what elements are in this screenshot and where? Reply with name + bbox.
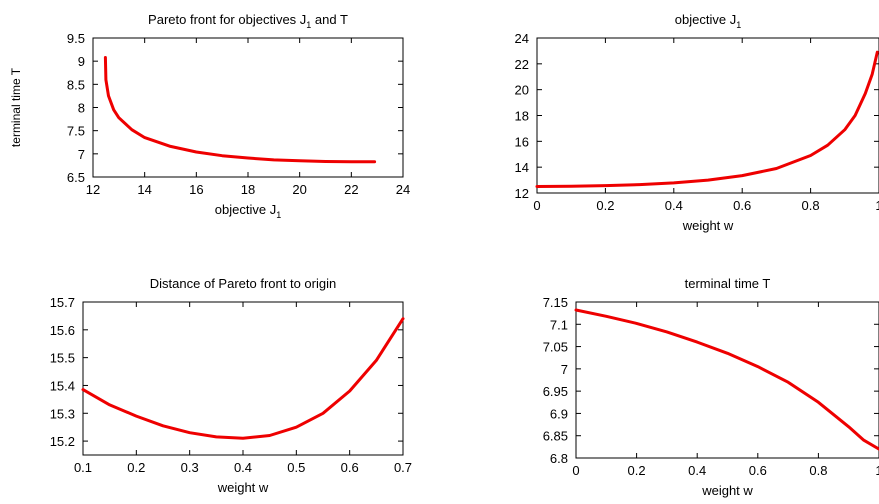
x-tick-label: 18 (241, 182, 255, 197)
y-tick-label: 9 (78, 54, 85, 69)
x-tick-label: 0.2 (628, 463, 646, 478)
chart-pareto: Pareto front for objectives J1 and T12 14… (9, 12, 410, 220)
series-line-terminal (574, 308, 879, 451)
y-tick-label: 7.1 (550, 317, 568, 332)
x-axis-label-main: weight w (217, 480, 269, 495)
chart-title: objective J1 (675, 12, 741, 30)
y-axis-label: terminal time T (9, 67, 23, 147)
plot-frame (536, 37, 879, 194)
x-axis-label: weight w (217, 480, 269, 495)
x-tick-label: 0.4 (688, 463, 706, 478)
y-tick-label: 8 (78, 101, 85, 116)
x-tick-label: 0.4 (234, 460, 252, 475)
x-tick-label: 0.6 (749, 463, 767, 478)
chart-title-rest: and T (311, 12, 348, 27)
x-axis-label: objective J1 (215, 202, 281, 220)
x-tick-label: 20 (292, 182, 306, 197)
x-axis-label: weight w (701, 483, 753, 498)
x-tick-label: 0 (572, 463, 579, 478)
x-tick-label: 0.5 (287, 460, 305, 475)
chart-objective: objective J100.20.40.60.8112141618202224… (515, 12, 879, 233)
y-tick-label: 15.3 (50, 406, 75, 421)
x-tick-label: 14 (137, 182, 151, 197)
y-tick-label: 24 (515, 31, 529, 46)
x-tick-label: 0.2 (596, 198, 614, 213)
x-tick-label: 12 (86, 182, 100, 197)
y-tick-label: 15.2 (50, 434, 75, 449)
chart-title-subscript: 1 (736, 20, 741, 30)
chart-title-main: objective J (675, 12, 736, 27)
y-tick-label: 6.5 (67, 170, 85, 185)
x-tick-label: 0.6 (341, 460, 359, 475)
y-tick-label: 22 (515, 57, 529, 72)
plot-frame (82, 301, 404, 456)
y-tick-label: 7 (561, 362, 568, 377)
y-tick-label: 15.7 (50, 295, 75, 310)
x-axis-label-main: objective J (215, 202, 276, 217)
y-tick-label: 7.5 (67, 124, 85, 139)
y-tick-label: 12 (515, 186, 529, 201)
series-line-objective (535, 50, 879, 188)
x-tick-label: 0 (533, 198, 540, 213)
y-tick-label: 7.05 (543, 340, 568, 355)
x-tick-label: 0.1 (74, 460, 92, 475)
chart-distance: Distance of Pareto front to origin 0.1 0.2… (50, 276, 412, 495)
chart-title-main: terminal time T (685, 276, 771, 291)
y-tick-label: 15.6 (50, 323, 75, 338)
y-tick-label: 6.9 (550, 406, 568, 421)
plot-frame (92, 37, 404, 178)
x-tick-label: 0.3 (181, 460, 199, 475)
x-tick-label: 0.6 (733, 198, 751, 213)
x-tick-label: 1 (875, 198, 879, 213)
x-tick-label: 0.8 (802, 198, 820, 213)
x-axis-label-main: weight w (682, 218, 734, 233)
plot-frame (575, 301, 879, 459)
x-tick-label: 0.8 (809, 463, 827, 478)
chart-terminal: terminal time T 0 0.2 0.4 0.6 0.8 1 6.8 6.85 6.9 6… (543, 276, 879, 498)
y-tick-label: 7.15 (543, 295, 568, 310)
y-tick-label: 9.5 (67, 31, 85, 46)
y-tick-label: 15.4 (50, 378, 75, 393)
x-tick-label: 22 (344, 182, 358, 197)
series-line-pareto (103, 56, 377, 164)
y-tick-label: 6.95 (543, 384, 568, 399)
y-tick-label: 8.5 (67, 77, 85, 92)
x-tick-label: 0.4 (665, 198, 683, 213)
chart-title-main: Pareto front for objectives J (148, 12, 306, 27)
x-axis-label-main: weight w (701, 483, 753, 498)
x-tick-label: 1 (875, 463, 879, 478)
x-tick-label: 24 (396, 182, 410, 197)
y-tick-label: 6.85 (543, 429, 568, 444)
y-tick-label: 20 (515, 83, 529, 98)
chart-title: Pareto front for objectives J1 and T (148, 12, 348, 30)
chart-title-main: Distance of Pareto front to origin (150, 276, 336, 291)
y-tick-label: 15.5 (50, 351, 75, 366)
y-tick-label: 7 (78, 147, 85, 162)
chart-title: Distance of Pareto front to origin (150, 276, 336, 291)
y-tick-label: 6.8 (550, 451, 568, 466)
x-tick-label: 0.7 (394, 460, 412, 475)
x-axis-label: weight w (682, 218, 734, 233)
x-tick-label: 0.2 (127, 460, 145, 475)
y-tick-label: 18 (515, 109, 529, 124)
series-line-distance (81, 317, 405, 440)
chart-title-subscript: 1 (306, 20, 311, 30)
x-axis-label-subscript: 1 (276, 210, 281, 220)
y-tick-label: 14 (515, 160, 529, 175)
x-tick-label: 16 (189, 182, 203, 197)
y-tick-label: 16 (515, 134, 529, 149)
chart-title: terminal time T (685, 276, 771, 291)
